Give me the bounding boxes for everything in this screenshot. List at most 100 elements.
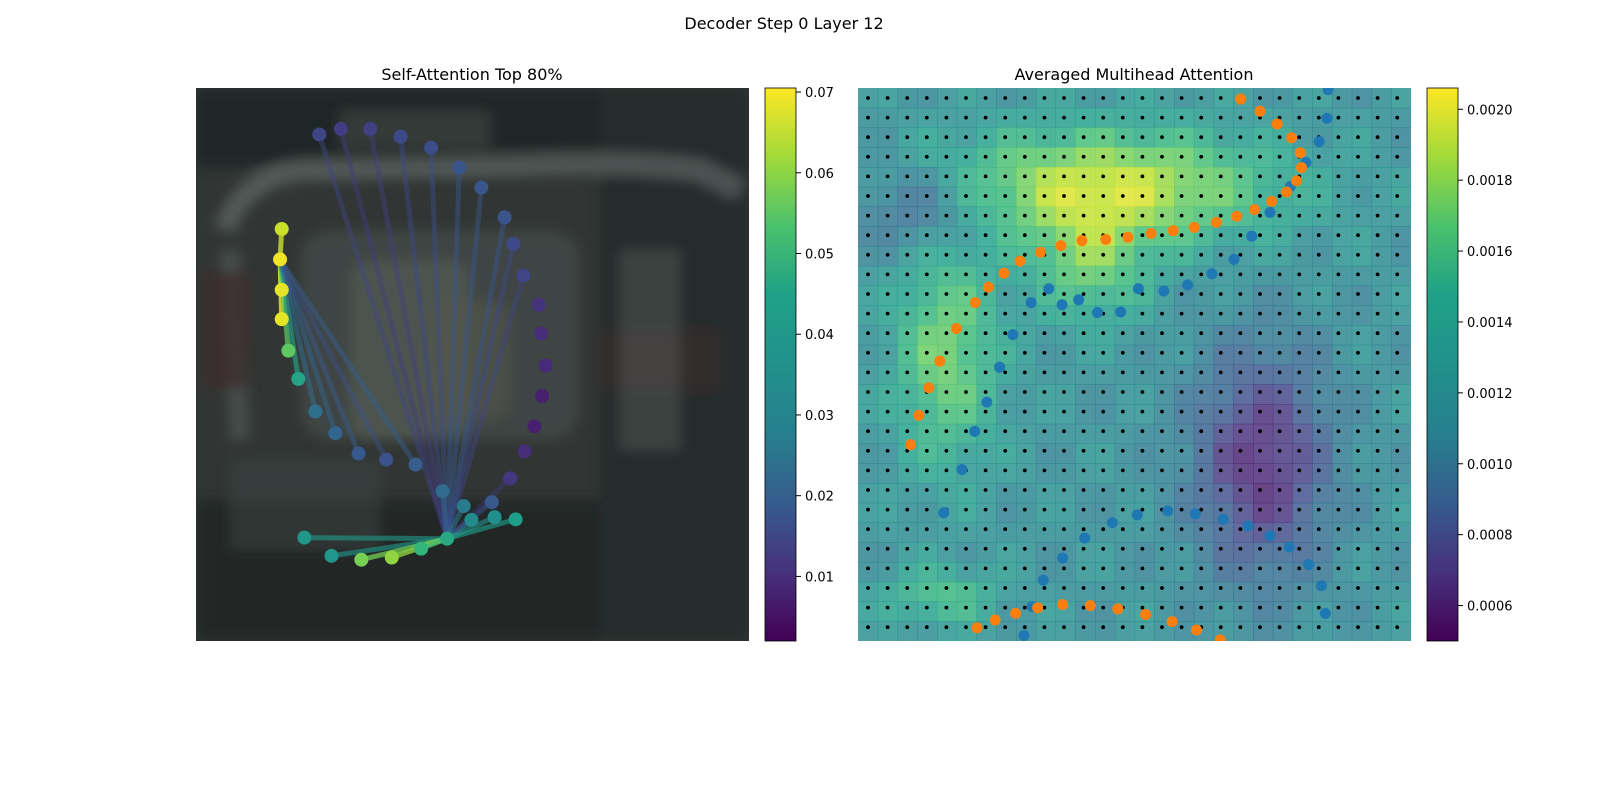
colorbar-left-tick-label: 0.02	[805, 490, 834, 505]
grid-dot	[1179, 527, 1184, 532]
grid-dot	[1356, 409, 1360, 414]
heatmap-cell	[1174, 88, 1195, 109]
grid-dot	[964, 350, 968, 355]
grid-dot	[1120, 135, 1125, 140]
grid-dot	[1062, 546, 1066, 551]
heatmap-cell	[1193, 167, 1215, 188]
attention-point	[464, 512, 479, 527]
grid-dot	[1336, 507, 1341, 512]
heatmap-cell	[1075, 384, 1096, 405]
grid-dot	[1140, 507, 1145, 512]
grid-dot	[1356, 252, 1360, 257]
grid-dot	[1140, 272, 1145, 277]
heatmap-cell	[1351, 226, 1373, 247]
grid-dot	[964, 605, 968, 610]
heatmap-cell	[1134, 265, 1155, 287]
heatmap-cell	[1016, 483, 1037, 504]
heatmap-cell	[1351, 542, 1373, 563]
grid-dot	[1316, 115, 1321, 120]
grid-dot	[1160, 468, 1164, 473]
grid-dot	[1277, 292, 1282, 296]
grid-dot	[885, 488, 890, 492]
grid-dot	[1199, 566, 1204, 571]
attention-point	[393, 129, 408, 144]
grid-dot	[1238, 390, 1243, 394]
multihead-attention-title: Averaged Multihead Attention	[1015, 65, 1254, 84]
heatmap-cell	[1233, 364, 1254, 385]
heatmap-cell	[1075, 423, 1096, 445]
heatmap-cell	[1371, 186, 1392, 208]
heatmap-cell	[1233, 147, 1254, 168]
heatmap-cell	[1174, 404, 1195, 425]
heatmap-cell	[937, 601, 958, 622]
grid-dot	[905, 488, 910, 492]
grid-dot	[1277, 233, 1282, 238]
grid-dot	[1179, 252, 1184, 257]
heatmap-cell	[1055, 206, 1076, 227]
grid-dot	[964, 311, 968, 316]
grid-dot	[1277, 213, 1282, 218]
heatmap-cell	[1233, 483, 1254, 504]
grid-dot	[1022, 625, 1027, 630]
heatmap-cell	[917, 344, 938, 366]
grid-dot	[944, 311, 949, 316]
grid-dot	[1297, 194, 1302, 198]
attention-points	[273, 121, 553, 567]
grid-dot	[1062, 311, 1066, 316]
heatmap-cell	[1213, 483, 1234, 504]
grid-dot	[1160, 605, 1164, 610]
heatmap-cell	[1154, 384, 1175, 405]
grid-dot	[1042, 370, 1047, 375]
grid-dot	[1042, 233, 1047, 238]
heatmap-cell	[1332, 325, 1353, 346]
grid-dot	[1062, 272, 1066, 277]
heatmap-cell	[976, 581, 997, 603]
grid-dot	[885, 272, 890, 277]
heatmap-cell	[1075, 147, 1096, 168]
heatmap-cell	[1055, 522, 1076, 543]
heatmap-cell	[1154, 206, 1175, 227]
grid-dot	[1022, 115, 1027, 120]
heatmap-cell	[937, 621, 958, 641]
heatmap-cell	[1154, 246, 1175, 267]
grid-dot	[944, 625, 949, 630]
heatmap-cell	[1332, 167, 1353, 188]
grid-dot	[1277, 507, 1282, 512]
heatmap-cell	[1095, 344, 1116, 366]
grid-dot	[1003, 252, 1008, 257]
grid-dot	[1081, 546, 1086, 551]
grid-dot	[964, 488, 968, 492]
grid-dot	[1022, 350, 1027, 355]
heatmap-cell	[1213, 325, 1234, 346]
grid-dot	[1258, 546, 1262, 551]
grid-dot	[1316, 213, 1321, 218]
grid-dot	[1120, 252, 1125, 257]
heatmap-cell	[1272, 285, 1294, 306]
grid-dot	[1277, 566, 1282, 571]
grid-dot	[1022, 429, 1027, 434]
grid-dot	[1336, 194, 1341, 198]
grid-dot	[1258, 213, 1262, 218]
grid-dot	[1277, 96, 1282, 100]
heatmap-cell	[1391, 147, 1411, 168]
grid-dot	[983, 115, 988, 120]
series-point	[1206, 268, 1218, 280]
grid-dot	[1199, 292, 1204, 296]
grid-dot	[1003, 174, 1008, 179]
grid-dot	[1160, 350, 1164, 355]
heatmap-cell	[996, 443, 1017, 464]
heatmap-cell	[1233, 601, 1254, 622]
grid-dot	[1101, 586, 1106, 590]
grid-dot	[1297, 507, 1302, 512]
heatmap-cell	[1253, 265, 1274, 287]
grid-dot	[885, 96, 890, 100]
grid-dot	[1356, 331, 1360, 336]
heatmap-cell	[1075, 404, 1096, 425]
grid-dot	[1022, 194, 1027, 198]
heatmap-cell	[937, 562, 958, 583]
heatmap-cell	[1253, 502, 1274, 524]
heatmap-cell	[1134, 384, 1155, 405]
heatmap-cell	[1075, 463, 1096, 484]
grid-dot	[964, 96, 968, 100]
